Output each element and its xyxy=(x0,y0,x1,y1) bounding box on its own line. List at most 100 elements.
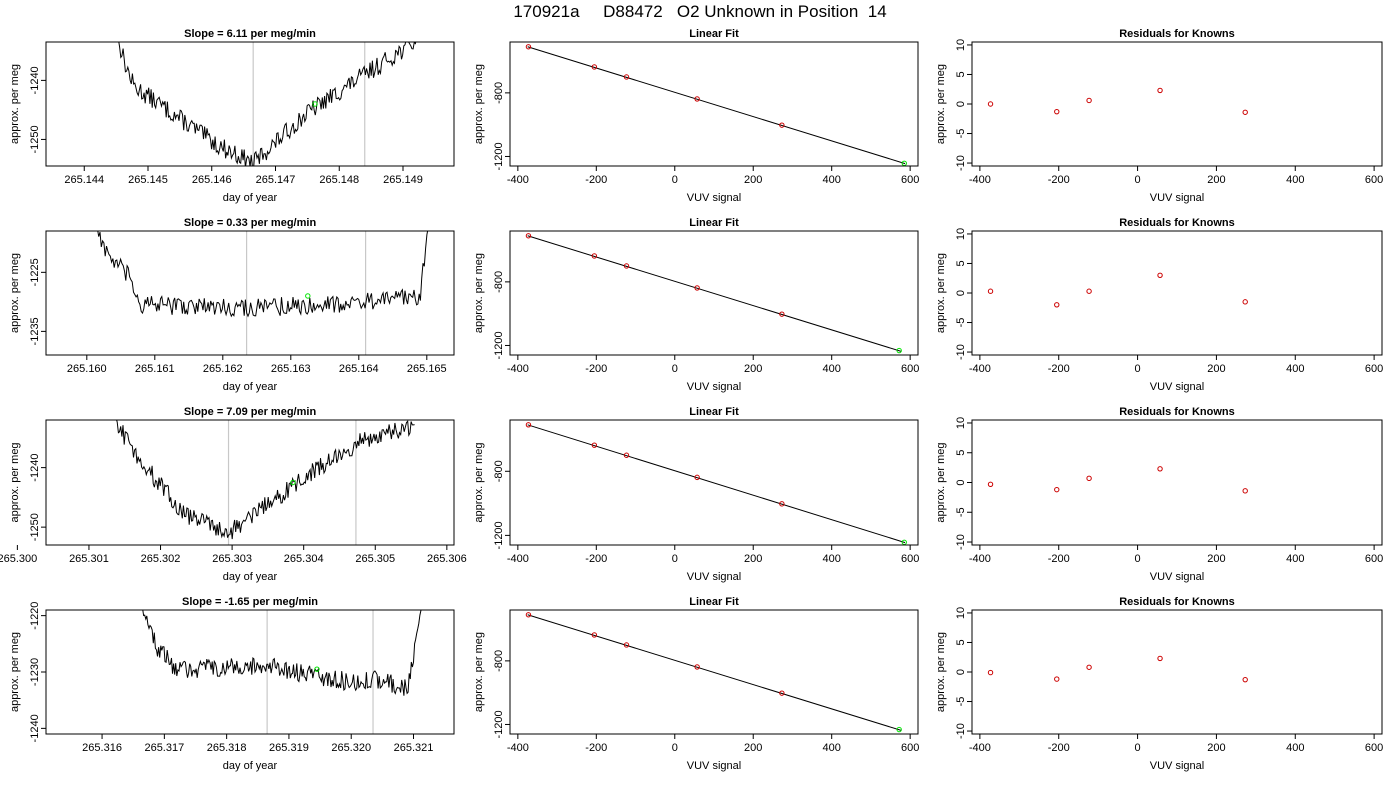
unknown-point xyxy=(305,293,311,299)
known-point xyxy=(1086,97,1092,104)
panel-2-2: Residuals for Knowns -400 -200 0 200 400 600 10… xyxy=(935,406,1383,583)
plot-frame xyxy=(45,230,455,356)
y-tick-label: -1220 xyxy=(29,602,41,630)
data-trace-line xyxy=(97,231,429,318)
panel-title: Linear Fit xyxy=(689,406,739,418)
panel-3-1: Linear Fit -400 -200 0 200 400 600 -800 -1200 VUV… xyxy=(473,596,919,772)
known-point xyxy=(779,311,785,317)
x-tick-label: 0 xyxy=(1135,742,1141,754)
y-tick-label: 0 xyxy=(955,101,967,107)
x-tick-label: 400 xyxy=(823,742,841,754)
x-tick-label: 265.320 xyxy=(331,742,371,754)
page-title: 170921a D88472 O2 Unknown in Position 14 xyxy=(513,2,887,21)
y-tick-label: 5 xyxy=(955,450,967,456)
x-tick-label: -400 xyxy=(507,742,529,754)
panel-title: Linear Fit xyxy=(689,217,739,229)
known-point xyxy=(1054,676,1060,682)
x-tick-label: 265.160 xyxy=(67,363,107,375)
x-tick-label: -400 xyxy=(507,553,529,565)
x-tick-label: -200 xyxy=(585,742,607,754)
known-point xyxy=(525,233,532,239)
x-axis-label: VUV signal xyxy=(687,381,741,393)
known-point xyxy=(1157,655,1163,662)
plot-area xyxy=(525,612,902,733)
x-tick-label: 265.321 xyxy=(394,742,434,754)
x-axis-label: day of year xyxy=(223,760,278,772)
plot-area xyxy=(116,420,415,540)
x-tick-label: 200 xyxy=(1207,742,1225,754)
x-tick-label: 600 xyxy=(901,174,919,186)
data-trace-line xyxy=(116,420,415,540)
x-tick-label: -200 xyxy=(585,363,607,375)
known-point xyxy=(694,96,700,102)
x-tick-label: 265.144 xyxy=(64,174,104,186)
y-tick-label: -5 xyxy=(955,697,967,707)
y-tick-label: -10 xyxy=(955,534,967,550)
panel-title: Slope = -1.65 per meg/min xyxy=(182,596,318,608)
unknown-point xyxy=(896,726,902,733)
x-tick-label: 265.303 xyxy=(212,553,252,565)
known-point xyxy=(525,44,532,50)
y-tick-label: 0 xyxy=(955,669,967,675)
plot-area xyxy=(987,272,1248,308)
known-point xyxy=(1054,108,1060,115)
x-tick-label: 0 xyxy=(1135,363,1141,375)
known-point xyxy=(591,64,598,70)
plot-area xyxy=(525,422,907,545)
y-tick-label: -1240 xyxy=(29,66,41,94)
x-tick-label: 400 xyxy=(823,553,841,565)
panel-1-1: Linear Fit -400 -200 0 200 400 600 -800 -1200 VUV… xyxy=(473,217,919,393)
x-tick-label: -200 xyxy=(585,553,607,565)
x-tick-label: 265.148 xyxy=(319,174,359,186)
known-point xyxy=(591,632,598,638)
x-axis-label: day of year xyxy=(223,571,278,583)
y-tick-label: -10 xyxy=(955,723,967,739)
panel-title: Slope = 0.33 per meg/min xyxy=(184,217,317,229)
plot-area xyxy=(525,44,907,166)
y-tick-label: -1235 xyxy=(29,317,41,345)
y-tick-label: 10 xyxy=(955,417,967,429)
x-tick-label: 200 xyxy=(744,363,762,375)
x-axis-label: VUV signal xyxy=(687,571,741,583)
x-tick-label: 265.317 xyxy=(144,742,184,754)
known-point xyxy=(1242,109,1248,115)
x-tick-label: 0 xyxy=(1135,553,1141,565)
x-axis-label: VUV signal xyxy=(1150,381,1204,393)
plot-area xyxy=(525,233,902,354)
x-tick-label: 400 xyxy=(1286,174,1304,186)
x-tick-label: 200 xyxy=(744,553,762,565)
plot-area xyxy=(97,231,429,318)
data-trace-line xyxy=(142,610,422,696)
plot-frame xyxy=(509,230,919,356)
known-point xyxy=(1242,488,1248,494)
plot-frame xyxy=(45,419,455,546)
x-tick-label: 0 xyxy=(672,174,678,186)
y-axis-label: approx. per meg xyxy=(473,442,485,522)
x-tick-label: 200 xyxy=(1207,363,1225,375)
x-axis-label: day of year xyxy=(223,192,278,204)
y-axis-label: approx. per meg xyxy=(935,632,947,712)
known-point xyxy=(1054,486,1060,493)
known-point xyxy=(987,481,994,487)
known-point xyxy=(1054,302,1060,308)
y-tick-label: -1230 xyxy=(29,658,41,686)
y-tick-label: -5 xyxy=(955,507,967,517)
y-tick-label: 5 xyxy=(955,260,967,266)
fit-line xyxy=(527,424,906,544)
y-axis-label: approx. per meg xyxy=(9,442,21,522)
x-tick-label: 600 xyxy=(1365,174,1383,186)
x-tick-label: 600 xyxy=(1365,742,1383,754)
x-tick-label: 265.318 xyxy=(207,742,247,754)
y-tick-label: -1200 xyxy=(493,331,505,359)
x-tick-label: -400 xyxy=(969,174,991,186)
known-point xyxy=(1242,299,1248,305)
x-tick-label: -400 xyxy=(969,553,991,565)
panel-title: Residuals for Knowns xyxy=(1119,596,1235,608)
panel-0-2: Residuals for Knowns -400 -200 0 200 400 600 10… xyxy=(935,28,1383,204)
panel-2-0: Slope = 7.09 per meg/min 265.300 265.301 26… xyxy=(0,406,467,583)
x-tick-label: 265.304 xyxy=(284,553,324,565)
y-tick-label: -800 xyxy=(493,650,505,672)
plot-frame xyxy=(971,230,1383,356)
x-axis-label: VUV signal xyxy=(687,760,741,772)
x-tick-label: 400 xyxy=(1286,742,1304,754)
